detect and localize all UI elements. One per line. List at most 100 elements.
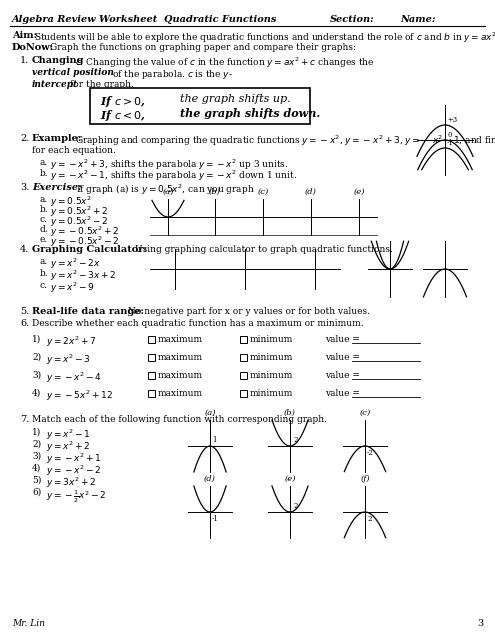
Text: Using graphing calculator to graph quadratic functions.: Using graphing calculator to graph quadr… — [135, 245, 393, 254]
Text: Quadratic Functions: Quadratic Functions — [164, 15, 276, 24]
Text: +3: +3 — [447, 116, 457, 124]
Text: d.: d. — [40, 225, 49, 234]
Text: $y = x^2 - 3$: $y = x^2 - 3$ — [46, 353, 91, 367]
Text: Example:: Example: — [32, 134, 82, 143]
Text: 6.: 6. — [20, 319, 29, 328]
Text: c.: c. — [40, 215, 48, 224]
Text: $y = -\frac{1}{2}x^2 - 2$: $y = -\frac{1}{2}x^2 - 2$ — [46, 488, 106, 504]
Text: (d): (d) — [204, 475, 216, 483]
Text: 4.: 4. — [20, 245, 29, 254]
Text: 1): 1) — [32, 335, 41, 344]
Text: b.: b. — [40, 169, 49, 178]
Bar — [148, 336, 155, 343]
Text: If graph (a) is $y = 0.5x^2$, can you graph: If graph (a) is $y = 0.5x^2$, can you gr… — [76, 183, 254, 197]
Text: the graph shifts down.: the graph shifts down. — [180, 108, 320, 119]
Text: $y = x^2 + 2$: $y = x^2 + 2$ — [46, 440, 91, 454]
Text: 4): 4) — [32, 464, 41, 473]
Text: of the parabola. $c$ is the $y$-: of the parabola. $c$ is the $y$- — [112, 68, 233, 81]
Text: 3): 3) — [32, 371, 41, 380]
Text: Changing: Changing — [32, 56, 85, 65]
Text: $y = -x^2 - 4$: $y = -x^2 - 4$ — [46, 371, 102, 385]
Text: Real-life data range:: Real-life data range: — [32, 307, 144, 316]
Text: 2): 2) — [32, 353, 41, 362]
Bar — [148, 372, 155, 379]
Text: minimum: minimum — [250, 371, 294, 380]
Text: (a): (a) — [204, 409, 216, 417]
Text: value =: value = — [325, 335, 360, 344]
Text: c.: c. — [40, 281, 48, 290]
Text: $y = 0.5x^2 + 2$: $y = 0.5x^2 + 2$ — [50, 205, 109, 220]
Text: 1.: 1. — [20, 56, 29, 65]
Text: b.: b. — [40, 205, 49, 214]
Text: $y = 0.5x^2$: $y = 0.5x^2$ — [50, 195, 92, 209]
Text: intercept: intercept — [32, 80, 78, 89]
Text: 7.: 7. — [20, 415, 29, 424]
Text: $y = -x^2 + 3$, shifts the parabola $y = -x^2$ up 3 units.: $y = -x^2 + 3$, shifts the parabola $y =… — [50, 158, 289, 172]
Text: Algebra Review Worksheet: Algebra Review Worksheet — [12, 15, 158, 24]
Text: (c): (c) — [359, 409, 371, 417]
Text: 3.: 3. — [20, 183, 29, 192]
Text: 5): 5) — [32, 476, 42, 485]
Text: maximum: maximum — [158, 371, 203, 380]
Text: the graph shifts up.: the graph shifts up. — [180, 94, 291, 104]
Text: $y = 2x^2 + 7$: $y = 2x^2 + 7$ — [46, 335, 97, 349]
Bar — [240, 336, 247, 343]
Text: 4): 4) — [32, 389, 41, 398]
Text: Describe whether each quadratic function has a maximum or minimum.: Describe whether each quadratic function… — [32, 319, 364, 328]
Text: minimum: minimum — [250, 389, 294, 398]
Text: 6): 6) — [32, 488, 41, 497]
Text: (a): (a) — [162, 188, 174, 196]
Text: $y = x^2 - 3x + 2$: $y = x^2 - 3x + 2$ — [50, 269, 116, 284]
Text: 2: 2 — [293, 436, 297, 444]
Bar — [240, 354, 247, 361]
Text: If $c < 0$,: If $c < 0$, — [100, 108, 146, 123]
Text: (e): (e) — [353, 188, 365, 196]
Text: Name:: Name: — [400, 15, 436, 24]
Text: 5.: 5. — [20, 307, 29, 316]
Text: maximum: maximum — [158, 389, 203, 398]
Text: vertical position: vertical position — [32, 68, 114, 77]
Text: e.: e. — [40, 235, 48, 244]
Bar — [90, 88, 310, 124]
Text: a.: a. — [40, 257, 48, 266]
Text: a.: a. — [40, 158, 48, 167]
Text: If $c > 0$,: If $c > 0$, — [100, 94, 146, 109]
Text: -1: -1 — [212, 515, 219, 523]
Text: Match each of the following function with corresponding graph.: Match each of the following function wit… — [32, 415, 327, 424]
Text: $y = -x^2 + 1$: $y = -x^2 + 1$ — [46, 452, 101, 467]
Text: $y = x^2 - 9$: $y = x^2 - 9$ — [50, 281, 95, 296]
Text: $c$: Changing the value of $c$ in the function $y = ax^2 + c$ changes the: $c$: Changing the value of $c$ in the fu… — [75, 56, 374, 70]
Text: (b): (b) — [284, 409, 296, 417]
Text: 1): 1) — [32, 428, 41, 437]
Text: minimum: minimum — [250, 353, 294, 362]
Text: Students will be able to explore the quadratic functions and understand the role: Students will be able to explore the qua… — [34, 31, 495, 45]
Text: for the graph.: for the graph. — [70, 80, 134, 89]
Text: value =: value = — [325, 371, 360, 380]
Text: $y = -x^2 - 1$, shifts the parabola $y = -x^2$ down 1 unit.: $y = -x^2 - 1$, shifts the parabola $y =… — [50, 169, 297, 184]
Text: b.: b. — [40, 269, 49, 278]
Text: 2): 2) — [32, 440, 41, 449]
Text: 2: 2 — [293, 502, 297, 510]
Text: Graphing Calculator:: Graphing Calculator: — [32, 245, 147, 254]
Text: $y = x^2 - 1$: $y = x^2 - 1$ — [46, 428, 91, 442]
Text: $y = -0.5x^2 + 2$: $y = -0.5x^2 + 2$ — [50, 225, 120, 239]
Text: 3): 3) — [32, 452, 41, 461]
Text: -2: -2 — [367, 449, 374, 457]
Text: DoNow:: DoNow: — [12, 43, 54, 52]
Bar — [148, 390, 155, 397]
Text: (f): (f) — [360, 475, 370, 483]
Text: minimum: minimum — [250, 335, 294, 344]
Text: Mr. Lin: Mr. Lin — [12, 619, 45, 628]
Text: No negative part for x or y values or for both values.: No negative part for x or y values or fo… — [128, 307, 370, 316]
Text: a.: a. — [40, 195, 48, 204]
Text: $y = 0.5x^2 - 2$: $y = 0.5x^2 - 2$ — [50, 215, 109, 229]
Text: 1: 1 — [212, 436, 216, 444]
Text: $y = -x^2 - 2$: $y = -x^2 - 2$ — [46, 464, 101, 479]
Text: 2: 2 — [368, 515, 373, 523]
Text: (d): (d) — [305, 188, 317, 196]
Text: $y = -5x^2 + 12$: $y = -5x^2 + 12$ — [46, 389, 113, 403]
Text: Graphing and comparing the quadratic functions $y = -x^2$, $y = -x^2 + 3$, $y = : Graphing and comparing the quadratic fun… — [75, 134, 495, 148]
Text: (e): (e) — [284, 475, 296, 483]
Bar — [148, 354, 155, 361]
Text: maximum: maximum — [158, 335, 203, 344]
